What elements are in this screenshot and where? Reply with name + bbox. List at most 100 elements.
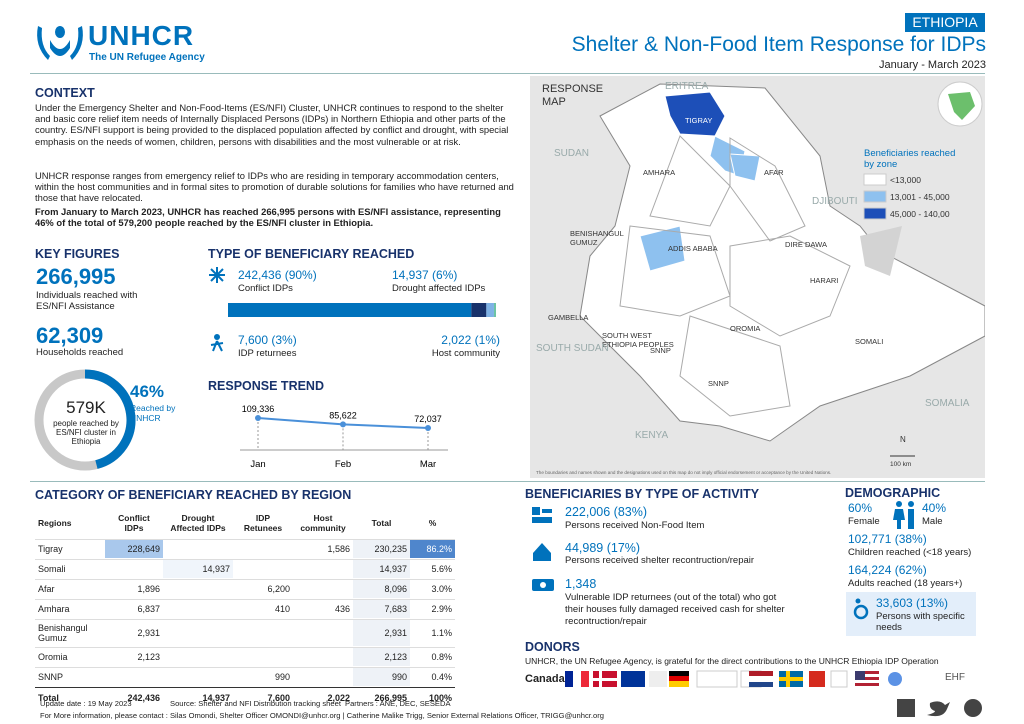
wheelchair-icon	[853, 598, 869, 620]
table-cell: 0.8%	[431, 652, 452, 662]
map-label: AFAR	[764, 168, 784, 177]
table-cell: 990	[274, 672, 290, 682]
heading: RESPONSE TREND	[208, 379, 324, 393]
table-cell: 86.2%	[410, 540, 455, 558]
logo-tagline: The UN Refugee Agency	[89, 52, 205, 63]
table-cell: 7,683	[353, 600, 410, 618]
specific-label: Persons with specific needs	[876, 611, 965, 633]
map-label: SOMALI	[855, 337, 883, 346]
paragraph: UNHCR response ranges from emergency rel…	[35, 170, 514, 204]
bar-segment	[471, 303, 487, 317]
table-cell: Oromia	[38, 652, 68, 662]
legend-swatch	[863, 207, 887, 220]
donut	[34, 369, 136, 471]
beneficiary-value: 7,600 (3%)	[238, 333, 297, 347]
heading: TYPE OF BENEFICIARY REACHED	[208, 247, 415, 261]
x-label: Jan	[250, 459, 265, 470]
beneficiary-label: Drought affected IDPs	[392, 283, 486, 294]
table-cell: 242,436	[127, 693, 160, 703]
children-value: 102,771 (38%)	[848, 532, 927, 546]
legend-label: <13,000	[890, 175, 921, 185]
value-label: 85,622	[329, 410, 357, 420]
table-cell: 8,096	[353, 580, 410, 598]
map-label: SOUTH WEST ETHIOPIA PEOPLES	[602, 331, 674, 349]
value-label: 72,037	[414, 414, 442, 424]
legend-title: Beneficiaries reached by zone	[864, 148, 955, 170]
icon	[214, 334, 220, 340]
figure-label: Households reached	[36, 347, 124, 358]
point	[340, 421, 346, 428]
table-cell-empty	[105, 668, 163, 686]
icon	[210, 340, 224, 352]
scale: 100 km	[890, 461, 911, 468]
donor-flags	[565, 670, 902, 688]
footer-contact: For More information, please contact : S…	[40, 711, 604, 720]
male-label: Male	[922, 516, 943, 527]
x-label: Mar	[420, 459, 436, 470]
map-label: OROMIA	[730, 324, 760, 333]
map-label: ADDIS ABABA	[668, 244, 718, 253]
zone	[639, 225, 686, 272]
beneficiary-value: 242,436 (90%)	[238, 268, 317, 282]
region-borders	[619, 135, 851, 417]
beneficiary-value: 2,022 (1%)	[441, 333, 500, 347]
table-cell: 266,995	[374, 693, 407, 703]
table-header: Regions	[38, 518, 72, 528]
activity-value: 44,989 (17%)	[565, 541, 641, 555]
map-label: DIRE DAWA	[785, 240, 827, 249]
paragraph: Under the Emergency Shelter and Non-Food…	[35, 102, 509, 147]
table-header: Total	[371, 518, 392, 528]
legend-swatch	[863, 173, 887, 186]
ethiopia	[579, 83, 985, 442]
table-cell-empty	[293, 560, 353, 578]
map-label: SOUTH SUDAN	[536, 343, 609, 354]
paragraph: From January to March 2023, UNHCR has re…	[35, 206, 501, 229]
footer-update: Update date : 19 May 2023	[40, 699, 132, 708]
legend-swatch	[863, 190, 887, 203]
activity-label: Persons received shelter recontruction/r…	[565, 555, 755, 566]
table-cell-empty	[163, 540, 233, 558]
rule	[30, 481, 985, 482]
table-cell: Tigray	[38, 544, 63, 554]
table-cell: Afar	[38, 584, 55, 594]
point	[255, 415, 261, 421]
table-cell: 3.0%	[431, 584, 452, 594]
row-rule	[35, 539, 455, 540]
value-label: 109,336	[242, 404, 275, 414]
map-label: GAMBELLA	[548, 313, 588, 322]
table-cell: 14,937	[353, 560, 410, 578]
map-label: SNNP	[650, 346, 671, 355]
table-cell: 2,123	[137, 652, 160, 662]
heading: DONORS	[525, 640, 580, 654]
footer-source: Source: Shelter and NFI Distribution tra…	[170, 699, 341, 708]
point	[425, 425, 431, 431]
table-cell: 990	[353, 668, 410, 686]
table-header: Host community	[300, 513, 346, 533]
female-label: Female	[848, 516, 880, 527]
row-rule	[35, 667, 455, 668]
table-cell-empty	[105, 560, 163, 578]
table-cell: 100%	[428, 693, 452, 703]
heading: BENEFICIARIES BY TYPE OF ACTIVITY	[525, 487, 760, 501]
table-cell: 0.4%	[431, 672, 452, 682]
heading: CONTEXT	[35, 86, 95, 100]
period: January - March 2023	[879, 59, 986, 71]
table-cell: 2,123	[353, 648, 410, 666]
map-label: KENYA	[635, 430, 668, 441]
table-cell: 228,649	[105, 540, 163, 558]
donut-percent-label: Reached by UNHCR	[130, 403, 176, 423]
table-cell-empty	[293, 580, 353, 598]
row-rule	[35, 559, 455, 560]
table-cell: 230,235	[353, 540, 410, 558]
stacked-bar	[228, 303, 496, 317]
table-cell-empty	[163, 668, 233, 686]
table-cell-empty	[233, 648, 293, 666]
table-cell: 1,586	[327, 544, 350, 554]
region-table: Regions Conflict IDPs Drought Affected IDP…	[35, 508, 455, 703]
table-cell: Benishangul Gumuz	[38, 623, 88, 643]
adults-label: Adults reached (18 years+)	[848, 578, 963, 589]
figure: 62,309	[36, 323, 104, 348]
heading: CATEGORY OF BENEFICIARY REACHED BY REGIO…	[35, 488, 352, 502]
zone	[729, 153, 761, 182]
